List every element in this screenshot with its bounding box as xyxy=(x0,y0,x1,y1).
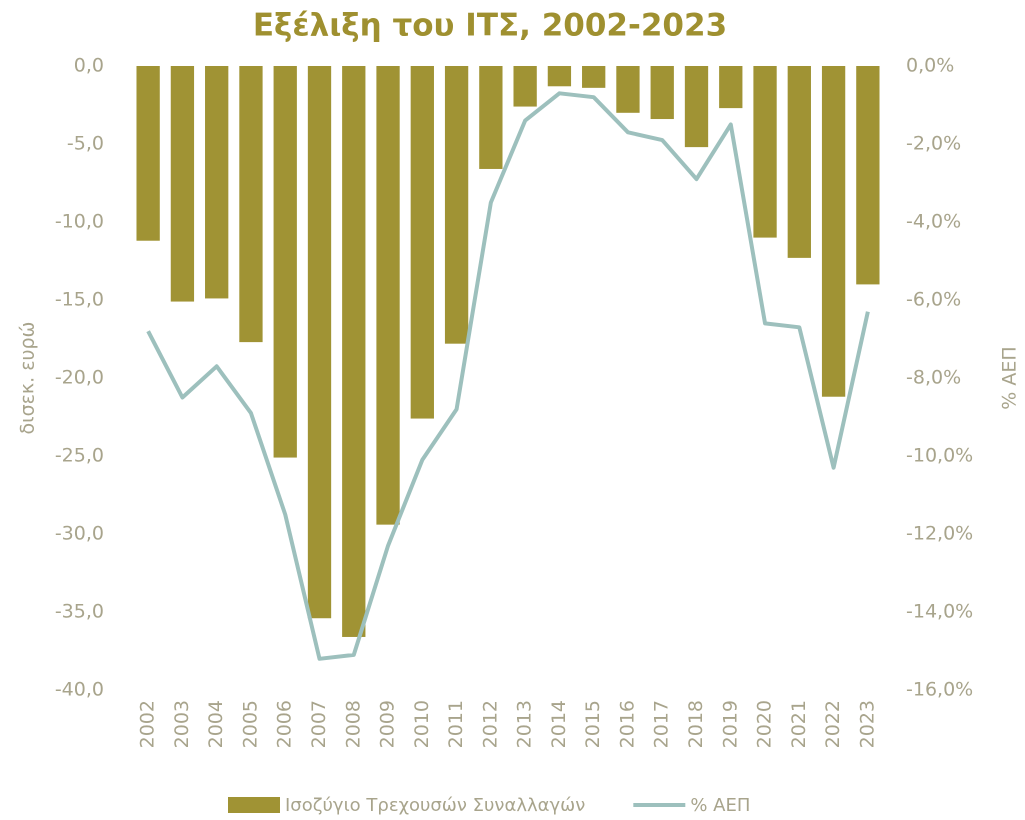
x-tick-label: 2022 xyxy=(822,700,844,748)
bar xyxy=(821,66,846,397)
bar xyxy=(582,66,606,88)
bar xyxy=(170,66,195,302)
y2-tick-label: -6,0% xyxy=(906,289,961,311)
x-tick-label: 2014 xyxy=(548,700,570,748)
y2-tick-label: 0,0% xyxy=(906,55,954,77)
bar xyxy=(650,66,674,120)
x-tick-label: 2010 xyxy=(411,700,433,748)
y2-tick-label: -10,0% xyxy=(906,445,973,467)
y-tick-label: -25,0 xyxy=(55,445,104,467)
bar xyxy=(342,66,366,637)
bar xyxy=(444,66,469,344)
y2-tick-label: -16,0% xyxy=(906,679,973,701)
x-tick-label: 2009 xyxy=(377,700,399,748)
y2-tick-label: -4,0% xyxy=(906,211,961,233)
x-tick-label: 2006 xyxy=(274,700,296,748)
x-tick-label: 2008 xyxy=(342,700,364,748)
y2-axis-title: % ΑΕΠ xyxy=(999,346,1021,409)
bar xyxy=(239,66,263,343)
bar xyxy=(136,66,160,241)
y-tick-label: -10,0 xyxy=(55,211,104,233)
legend-label: % ΑΕΠ xyxy=(690,795,750,816)
bar xyxy=(479,66,503,169)
bar xyxy=(547,66,572,87)
y-tick-label: 0,0 xyxy=(74,55,104,77)
x-tick-label: 2017 xyxy=(651,700,673,748)
bar xyxy=(376,66,400,525)
legend-label: Ισοζύγιο Τρεχουσών Συναλλαγών xyxy=(285,795,585,816)
bar xyxy=(513,66,537,107)
bar xyxy=(856,66,880,285)
bar xyxy=(307,66,332,619)
bar xyxy=(410,66,434,419)
x-tick-label: 2020 xyxy=(754,700,776,748)
line xyxy=(146,91,870,661)
y-tick-label: -5,0 xyxy=(67,133,104,155)
y-tick-label: -30,0 xyxy=(55,523,104,545)
legend-swatch xyxy=(228,797,280,813)
y2-tick-label: -12,0% xyxy=(906,523,973,545)
x-tick-label: 2016 xyxy=(616,700,638,748)
x-tick-label: 2012 xyxy=(479,700,501,748)
x-tick-label: 2013 xyxy=(514,700,536,748)
x-tick-label: 2007 xyxy=(308,700,330,748)
bar xyxy=(205,66,229,299)
y-tick-label: -35,0 xyxy=(55,601,104,623)
bar xyxy=(719,66,743,109)
y-tick-label: -15,0 xyxy=(55,289,104,311)
y2-tick-label: -2,0% xyxy=(906,133,961,155)
x-tick-label: 2004 xyxy=(205,700,227,748)
x-tick-label: 2015 xyxy=(582,700,604,748)
y-tick-label: -40,0 xyxy=(55,679,104,701)
chart-title: Εξέλιξη του ΙΤΣ, 2002-2023 xyxy=(253,8,727,44)
bar xyxy=(753,66,777,238)
x-tick-label: 2011 xyxy=(445,700,467,748)
y-tick-label: -20,0 xyxy=(55,367,104,389)
bar xyxy=(787,66,811,258)
bar xyxy=(616,66,640,113)
x-tick-label: 2002 xyxy=(137,700,159,748)
x-tick-label: 2023 xyxy=(856,700,878,748)
bar xyxy=(273,66,297,458)
y2-tick-label: -14,0% xyxy=(906,601,973,623)
y2-tick-label: -8,0% xyxy=(906,367,961,389)
x-tick-label: 2018 xyxy=(685,700,707,748)
bar xyxy=(684,66,709,148)
y-axis-title: δισεκ. ευρώ xyxy=(17,322,39,435)
x-tick-label: 2021 xyxy=(788,700,810,748)
x-tick-label: 2003 xyxy=(171,700,193,748)
x-tick-label: 2005 xyxy=(239,700,261,748)
x-tick-label: 2019 xyxy=(719,700,741,748)
